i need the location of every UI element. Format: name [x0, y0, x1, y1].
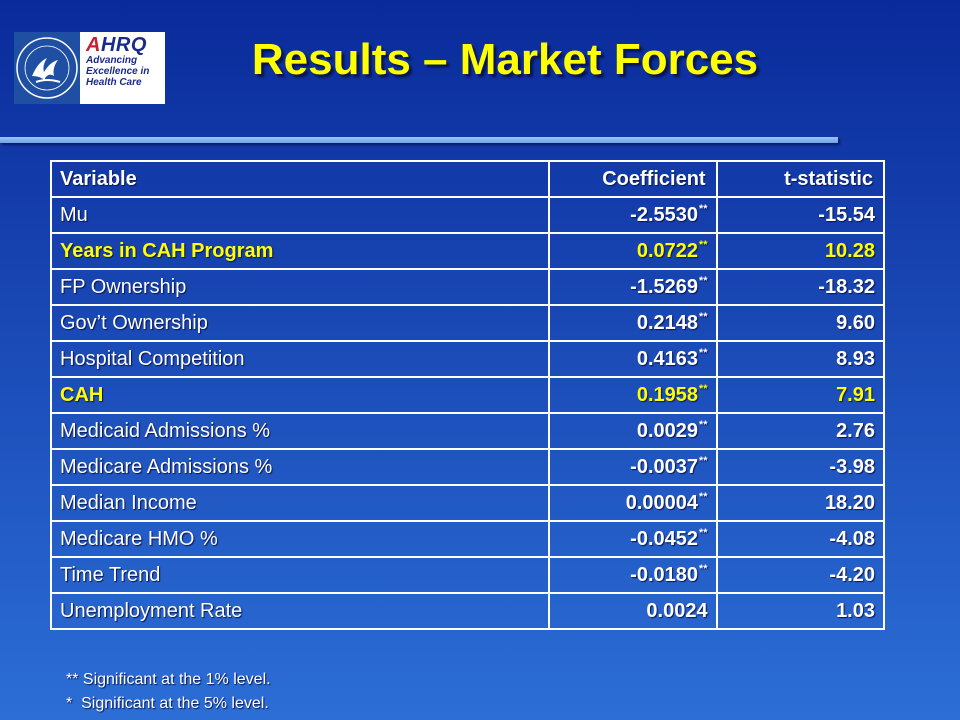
hhs-eagle-seal-icon: [14, 32, 80, 104]
t-statistic-cell: -15.54: [715, 196, 886, 234]
table-row: Mu -2.5530** -15.54: [49, 196, 886, 234]
variable-cell: CAH: [49, 376, 551, 414]
table-row: Hospital Competition 0.4163** 8.93: [49, 340, 886, 378]
significance-marker: **: [699, 491, 708, 503]
coefficient-cell: 0.0029**: [548, 412, 718, 450]
coefficient-cell: -0.0452**: [548, 520, 718, 558]
significance-marker: **: [699, 311, 708, 323]
significance-marker: **: [699, 239, 708, 251]
title-divider: [0, 137, 838, 143]
t-statistic-cell: -18.32: [715, 268, 886, 306]
significance-marker: **: [699, 383, 708, 395]
t-statistic-cell: 8.93: [715, 340, 886, 378]
ahrq-tagline-2: Excellence in: [86, 66, 150, 77]
coefficient-cell: 0.4163**: [548, 340, 718, 378]
table-row: FP Ownership -1.5269** -18.32: [49, 268, 886, 306]
significance-marker: **: [699, 527, 708, 539]
coefficient-value: -0.0037: [630, 456, 699, 478]
table-row: Gov’t Ownership 0.2148** 9.60: [49, 304, 886, 342]
ahrq-brand: AHRQ: [86, 34, 147, 56]
significance-marker: **: [699, 563, 708, 575]
footnote-5-percent: * Significant at the 5% level.: [66, 695, 269, 712]
coefficient-cell: 0.2148**: [548, 304, 718, 342]
coefficient-cell: -2.5530**: [548, 196, 718, 234]
coefficient-value: -0.0180: [630, 564, 699, 586]
coefficient-value: 0.0722: [636, 240, 699, 262]
significance-marker: **: [699, 419, 708, 431]
t-statistic-cell: 18.20: [715, 484, 886, 522]
header-coefficient: Coefficient: [548, 160, 718, 198]
variable-cell: Unemployment Rate: [49, 592, 551, 630]
coefficient-value: -0.0452: [630, 528, 699, 550]
coefficient-cell: -0.0180**: [548, 556, 718, 594]
coefficient-value: 0.2148: [636, 312, 699, 334]
ahrq-wordmark: AHRQ Advancing Excellence in Health Care: [80, 32, 165, 104]
coefficient-value: 0.4163: [636, 348, 699, 370]
header-t-statistic: t-statistic: [715, 160, 886, 198]
coefficient-cell: -0.0037**: [548, 448, 718, 486]
t-statistic-cell: 10.28: [715, 232, 886, 270]
table-row: CAH 0.1958** 7.91: [49, 376, 886, 414]
variable-cell: Mu: [49, 196, 551, 234]
t-statistic-cell: -4.20: [715, 556, 886, 594]
coefficient-value: 0.0029: [636, 420, 699, 442]
ahrq-tagline-1: Advancing: [86, 55, 138, 66]
variable-cell: Years in CAH Program: [49, 232, 551, 270]
t-statistic-cell: -4.08: [715, 520, 886, 558]
variable-cell: Medicaid Admissions %: [49, 412, 551, 450]
ahrq-tagline-3: Health Care: [86, 77, 142, 88]
footnote-1-percent: ** Significant at the 1% level.: [66, 671, 271, 688]
variable-cell: Hospital Competition: [49, 340, 551, 378]
t-statistic-cell: 2.76: [715, 412, 886, 450]
coefficient-cell: 0.0722**: [548, 232, 718, 270]
table-row: Median Income 0.00004** 18.20: [49, 484, 886, 522]
results-table: Variable Coefficient t-statistic Mu -2.55…: [49, 160, 886, 630]
slide-title: Results – Market Forces: [251, 35, 759, 84]
coefficient-value: -2.5530: [630, 204, 699, 226]
coefficient-cell: 0.1958**: [548, 376, 718, 414]
table-row: Medicare Admissions % -0.0037** -3.98: [49, 448, 886, 486]
significance-marker: **: [699, 455, 708, 467]
variable-cell: FP Ownership: [49, 268, 551, 306]
coefficient-value: 0.0024: [646, 599, 708, 622]
variable-cell: Medicare Admissions %: [49, 448, 551, 486]
header-variable: Variable: [49, 160, 551, 198]
significance-marker: **: [699, 347, 708, 359]
variable-cell: Median Income: [49, 484, 551, 522]
significance-marker: **: [699, 275, 708, 287]
significance-marker: **: [699, 203, 708, 215]
variable-cell: Gov’t Ownership: [49, 304, 551, 342]
t-statistic-cell: 9.60: [715, 304, 886, 342]
coefficient-cell: -1.5269**: [548, 268, 718, 306]
table-row: Unemployment Rate 0.0024 1.03: [49, 592, 886, 630]
coefficient-value: 0.1958: [636, 384, 699, 406]
variable-cell: Medicare HMO %: [49, 520, 551, 558]
table-row: Medicaid Admissions % 0.0029** 2.76: [49, 412, 886, 450]
coefficient-value: -1.5269: [630, 276, 699, 298]
coefficient-value: 0.00004: [625, 492, 699, 514]
ahrq-logo: AHRQ Advancing Excellence in Health Care: [14, 32, 165, 104]
coefficient-cell: 0.0024: [548, 592, 718, 630]
table-row: Medicare HMO % -0.0452** -4.08: [49, 520, 886, 558]
coefficient-cell: 0.00004**: [548, 484, 718, 522]
table-row: Time Trend -0.0180** -4.20: [49, 556, 886, 594]
table-header-row: Variable Coefficient t-statistic: [49, 160, 886, 198]
table-row: Years in CAH Program 0.0722** 10.28: [49, 232, 886, 270]
t-statistic-cell: -3.98: [715, 448, 886, 486]
t-statistic-cell: 1.03: [715, 592, 886, 630]
variable-cell: Time Trend: [49, 556, 551, 594]
t-statistic-cell: 7.91: [715, 376, 886, 414]
